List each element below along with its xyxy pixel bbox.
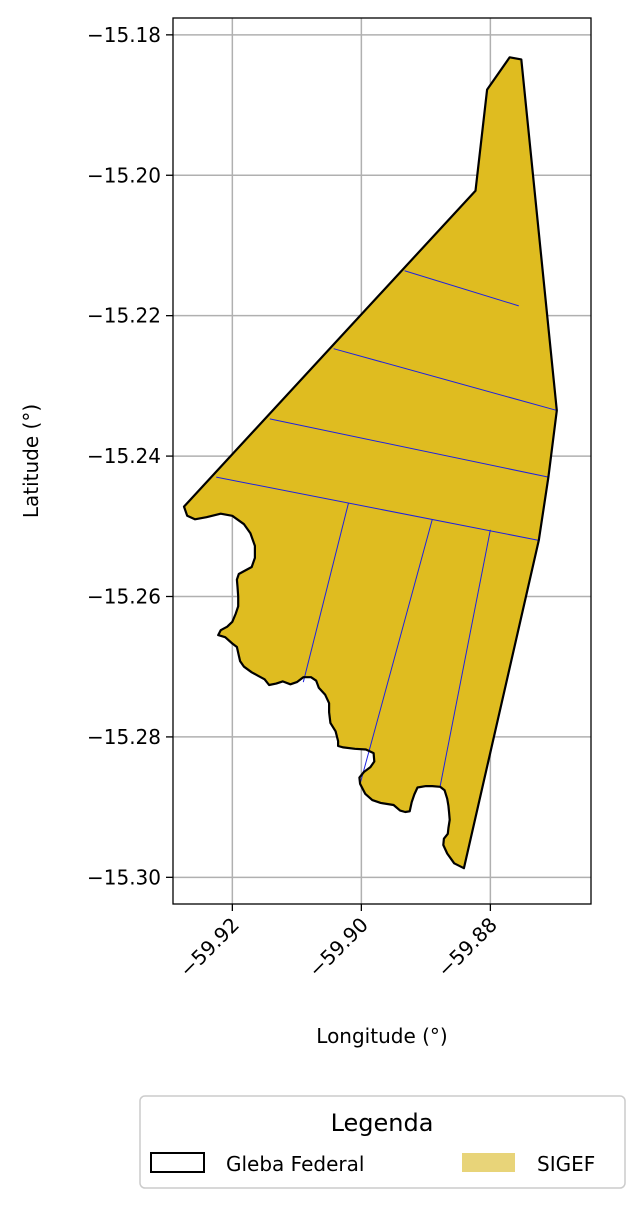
sigef-parcel-boundary-0 — [404, 270, 519, 307]
y-tick-label: −15.22 — [87, 304, 161, 328]
sigef-parcel-boundary-3 — [216, 476, 539, 541]
gleba-federal-boundary — [182, 56, 558, 870]
sigef-parcel-boundary-5 — [359, 519, 433, 785]
y-tick-label: −15.28 — [87, 725, 161, 749]
sigef-parcel-boundary-2 — [269, 418, 549, 478]
map-layer — [182, 56, 558, 870]
y-tick-label: −15.20 — [87, 163, 161, 187]
axes-frame — [172, 17, 592, 905]
y-tick-label: −15.18 — [87, 23, 161, 47]
legend: Legenda Gleba Federal SIGEF — [139, 1095, 626, 1189]
y-axis-label: Latitude (°) — [19, 404, 43, 518]
legend-label-sigef: SIGEF — [537, 1152, 595, 1176]
y-axis-ticks: −15.18 −15.20 −15.22 −15.24 −15.26 −15.28 −15.… — [87, 23, 173, 889]
sigef-parcel-boundary-1 — [333, 348, 557, 411]
legend-label-gleba-federal: Gleba Federal — [226, 1152, 364, 1176]
legend-swatch-gleba-federal — [150, 1152, 205, 1173]
y-tick-label: −15.24 — [87, 444, 161, 468]
y-tick-label: −15.30 — [87, 865, 161, 889]
x-axis-label: Longitude (°) — [316, 1024, 447, 1048]
legend-title: Legenda — [331, 1109, 434, 1137]
sigef-parcel-boundary-4 — [302, 503, 349, 683]
sigef-parcel-boundary-6 — [439, 529, 491, 787]
legend-swatch-sigef — [462, 1153, 515, 1172]
y-tick-label: −15.26 — [87, 584, 161, 608]
